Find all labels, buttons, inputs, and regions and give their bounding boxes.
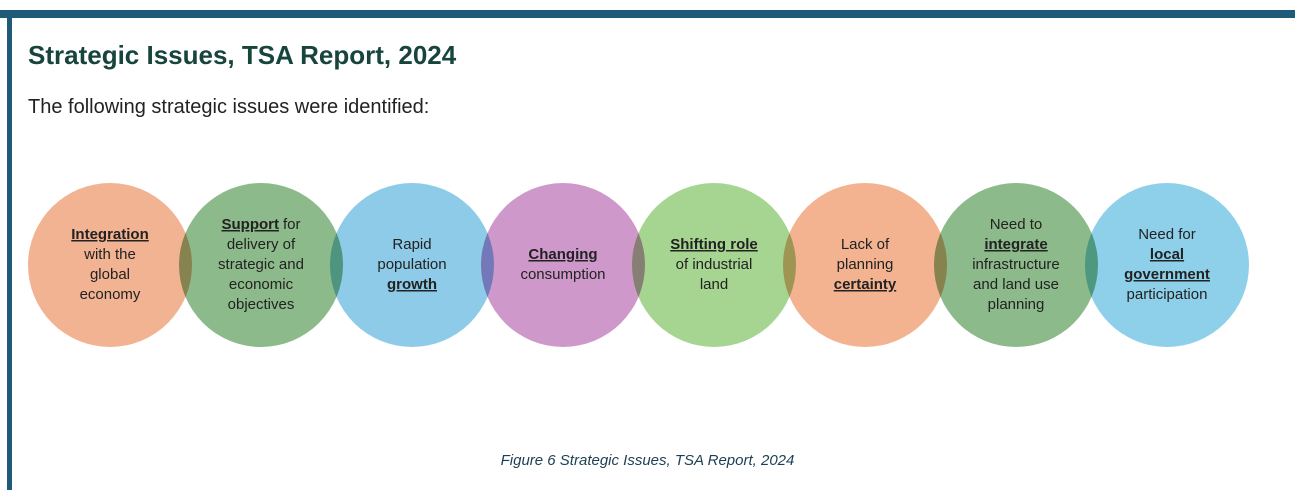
label-segment: land — [700, 276, 728, 293]
label-segment: Changing — [528, 246, 597, 263]
label-segment: with the — [83, 246, 136, 263]
label-segment: planning — [988, 296, 1045, 313]
label-segment: participation — [1127, 286, 1208, 303]
issue-label: Need for local government participation — [1124, 226, 1210, 303]
label-segment: and land use — [973, 276, 1059, 293]
issue-circle — [481, 183, 645, 347]
label-segment: strategic and — [218, 256, 304, 273]
label-segment: delivery of — [227, 236, 296, 253]
label-segment: government — [1124, 266, 1210, 283]
label-segment: economy — [80, 286, 141, 303]
label-segment: Need for — [1138, 226, 1196, 243]
issue-label: Changing consumption — [520, 246, 605, 283]
issue-label: Support for delivery of strategic and econom… — [218, 216, 304, 313]
label-segment: of industrial — [676, 256, 753, 273]
issue-circle — [632, 183, 796, 347]
issue-label: Shifting role of industrial land — [670, 236, 758, 293]
label-segment: Need to — [990, 216, 1043, 233]
title: Strategic Issues, TSA Report, 2024 — [28, 40, 457, 70]
label-segment: for — [283, 216, 301, 233]
label-segment: planning — [837, 256, 894, 273]
label-segment: local — [1150, 246, 1184, 263]
circles — [28, 183, 1249, 347]
label-segment: Shifting role — [670, 236, 758, 253]
label-segment: objectives — [228, 296, 295, 313]
issue-label: Lack of planning certainty — [834, 236, 897, 293]
issue-circle — [934, 183, 1098, 347]
label-segment: global — [90, 266, 130, 283]
label-segment: infrastructure — [972, 256, 1060, 273]
label-segment: Integration — [71, 226, 149, 243]
label-segment: Lack of — [841, 236, 890, 253]
intro: The following strategic issues were iden… — [28, 96, 430, 118]
label-segment: certainty — [834, 276, 897, 293]
issue-label: Rapid population growth — [377, 236, 446, 293]
caption: Figure 6 Strategic Issues, TSA Report, 2… — [500, 452, 795, 469]
label-segment: integrate — [984, 236, 1047, 253]
label-segment: growth — [387, 276, 437, 293]
issue-label: Need to integrate infrastructure and land u… — [972, 216, 1060, 313]
left-border — [7, 10, 12, 490]
issue-label: Integration with the global economy — [71, 226, 149, 303]
issue-circle — [28, 183, 192, 347]
label-segment: Support — [221, 216, 279, 233]
label-segment: economic — [229, 276, 294, 293]
top-border — [0, 10, 1295, 18]
label-segment: population — [377, 256, 446, 273]
issue-circle — [330, 183, 494, 347]
issue-circle — [783, 183, 947, 347]
label-segment: Rapid — [392, 236, 431, 253]
issue-circle — [179, 183, 343, 347]
issue-circle — [1085, 183, 1249, 347]
label-segment: consumption — [520, 266, 605, 283]
